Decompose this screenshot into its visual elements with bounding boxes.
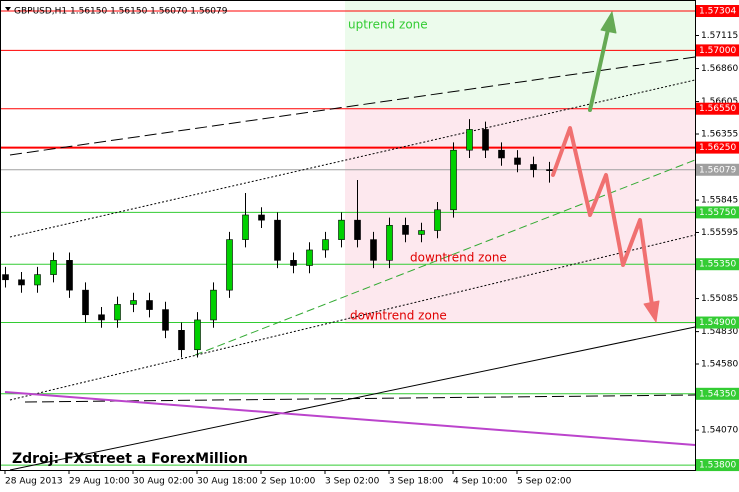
level-label-box bbox=[696, 141, 739, 154]
x-tick-label: 30 Aug 18:00 bbox=[197, 477, 258, 487]
y-tick-label: 1.55085 bbox=[701, 294, 738, 304]
candle-body bbox=[418, 230, 425, 235]
level-label: 1.57000 bbox=[699, 46, 736, 56]
candle-body bbox=[242, 214, 249, 240]
level-label: 1.55350 bbox=[699, 260, 736, 270]
arrow-head bbox=[600, 11, 617, 34]
title-icon bbox=[5, 7, 11, 11]
level-label: 1.55750 bbox=[699, 208, 736, 218]
candle-body bbox=[146, 300, 153, 310]
chart-title: GBPUSD,H1 1.56150 1.56150 1.56070 1.5607… bbox=[14, 7, 228, 17]
level-label-box bbox=[696, 102, 739, 115]
annotation: downtrend zone bbox=[410, 251, 507, 265]
downtrend-zone bbox=[345, 108, 695, 324]
level-label: 1.57304 bbox=[699, 7, 736, 17]
candle-body bbox=[162, 309, 169, 331]
candle-body bbox=[370, 239, 377, 261]
candle-body bbox=[258, 214, 265, 221]
x-tick-label: 30 Aug 02:00 bbox=[133, 477, 194, 487]
candle-body bbox=[82, 289, 89, 316]
candle-body bbox=[226, 239, 233, 291]
candle-body bbox=[306, 249, 313, 266]
candle-body bbox=[498, 149, 505, 159]
x-tick-label: 2 Sep 10:00 bbox=[261, 477, 316, 487]
level-label-box bbox=[696, 258, 739, 271]
candle-body bbox=[450, 149, 457, 211]
trend-lines bbox=[4, 56, 696, 471]
level-label-box bbox=[696, 163, 739, 176]
level-label-box bbox=[696, 44, 739, 57]
candle-body bbox=[178, 330, 185, 351]
y-tick-label: 1.57115 bbox=[701, 31, 738, 41]
candle-body bbox=[338, 219, 345, 240]
uptrend-zone bbox=[345, 0, 695, 108]
annotation: downtrend zone bbox=[350, 309, 447, 323]
candle-body bbox=[2, 274, 9, 281]
candle-body bbox=[402, 225, 409, 235]
candle-body bbox=[434, 209, 441, 231]
trend-line bbox=[9, 79, 696, 238]
candle-body bbox=[322, 239, 329, 251]
level-label-box bbox=[696, 5, 739, 18]
x-tick-label: 5 Sep 02:00 bbox=[517, 477, 572, 487]
level-label: 1.56550 bbox=[699, 104, 736, 114]
y-tick-label: 1.54830 bbox=[701, 327, 738, 337]
candle-body bbox=[530, 164, 537, 170]
y-tick-label: 1.56355 bbox=[701, 129, 738, 139]
plot-frame bbox=[0, 0, 696, 471]
candle-body bbox=[274, 219, 281, 261]
up-arrow bbox=[588, 23, 611, 112]
candle-body bbox=[18, 279, 25, 286]
y-tick-label: 1.54580 bbox=[701, 360, 738, 370]
level-label: 1.53800 bbox=[699, 461, 736, 471]
level-label: 1.54350 bbox=[699, 389, 736, 399]
candle-body bbox=[354, 219, 361, 240]
level-label-box bbox=[696, 459, 739, 472]
x-tick-label: 29 Aug 10:00 bbox=[69, 477, 130, 487]
down-arrow bbox=[551, 126, 654, 307]
source: Zdroj: FXstreet a ForexMillion bbox=[12, 451, 248, 467]
x-tick-label: 4 Sep 10:00 bbox=[453, 477, 508, 487]
level-label-box bbox=[696, 206, 739, 219]
level-label-box bbox=[696, 387, 739, 400]
x-tick-label: 28 Aug 2013 bbox=[5, 477, 63, 487]
candle-body bbox=[98, 314, 105, 321]
trend-line bbox=[194, 159, 696, 356]
candle-body bbox=[194, 319, 201, 351]
y-tick-label: 1.55845 bbox=[701, 196, 738, 206]
candle-body bbox=[482, 129, 489, 151]
arrow-head bbox=[643, 300, 660, 323]
annotation: uptrend zone bbox=[348, 18, 428, 32]
y-tick-label: 1.55595 bbox=[701, 228, 738, 238]
level-label: 1.56250 bbox=[699, 143, 736, 153]
candle-body bbox=[130, 300, 137, 305]
candle-body bbox=[210, 289, 217, 321]
level-label-box bbox=[696, 316, 739, 329]
y-tick-label: 1.56605 bbox=[701, 97, 738, 107]
trend-line bbox=[9, 56, 696, 156]
y-tick-label: 1.56860 bbox=[701, 64, 738, 74]
trend-line bbox=[9, 234, 696, 401]
candle-body bbox=[290, 260, 297, 266]
candle-body bbox=[514, 157, 521, 165]
x-tick-label: 3 Sep 02:00 bbox=[325, 477, 380, 487]
trend-line bbox=[24, 394, 696, 403]
level-label: 1.56079 bbox=[699, 165, 736, 175]
candle-body bbox=[50, 260, 57, 275]
candle-body bbox=[386, 225, 393, 261]
x-tick-label: 3 Sep 18:00 bbox=[389, 477, 444, 487]
y-tick-label: 1.54070 bbox=[701, 426, 738, 436]
candle-body bbox=[34, 274, 41, 286]
candle-body bbox=[114, 304, 121, 321]
candle-body bbox=[546, 169, 553, 171]
candle-body bbox=[66, 260, 73, 291]
level-label: 1.54900 bbox=[699, 318, 736, 328]
candle-body bbox=[466, 129, 473, 151]
arrows bbox=[551, 11, 660, 323]
trend-line bbox=[4, 391, 696, 446]
